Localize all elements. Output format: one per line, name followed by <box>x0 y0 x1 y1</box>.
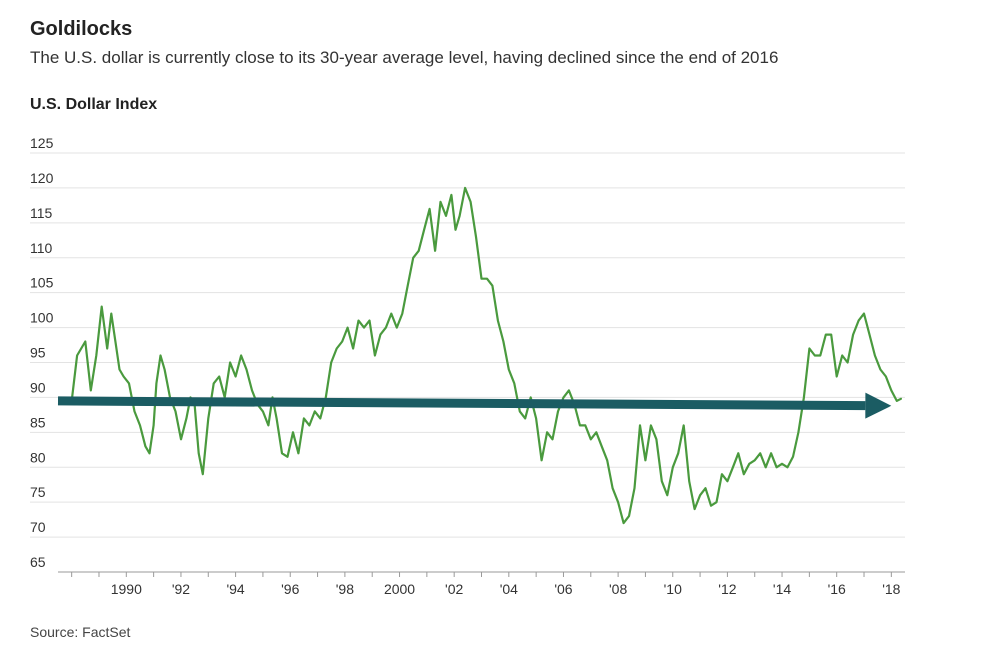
x-tick-label: '04 <box>500 581 518 597</box>
trend-arrow-head <box>865 392 892 419</box>
x-tick-label: '02 <box>445 581 463 597</box>
y-tick-label: 95 <box>30 345 46 361</box>
trend-arrow-shaft <box>57 396 866 411</box>
y-tick-label: 90 <box>30 379 46 395</box>
series-line <box>70 186 903 525</box>
x-tick-label: '96 <box>281 581 299 597</box>
x-tick-label: '92 <box>172 581 190 597</box>
chart-title: Goldilocks <box>30 18 133 40</box>
y-tick-label: 120 <box>30 170 54 186</box>
y-tick-label: 80 <box>30 449 46 465</box>
x-tick-label: '12 <box>718 581 736 597</box>
y-tick-label: 110 <box>30 240 53 256</box>
x-tick-label: 1990 <box>111 581 142 597</box>
y-tick-label: 75 <box>30 484 46 500</box>
x-tick-label: '10 <box>664 581 682 597</box>
y-tick-label: 125 <box>30 135 54 151</box>
x-tick-label: '14 <box>773 581 791 597</box>
source-note: Source: FactSet <box>30 624 131 640</box>
x-tick-label: '94 <box>226 581 244 597</box>
y-tick-label: 70 <box>30 519 46 535</box>
y-tick-label: 115 <box>30 205 53 221</box>
y-axis-ticks: 65 70 75 80 85 90 95 100 105 110 115 120 125 <box>30 135 54 570</box>
y-tick-label: 100 <box>30 310 54 326</box>
series-layer <box>70 186 903 525</box>
y-tick-label: 85 <box>30 414 46 430</box>
x-tick-label: '18 <box>882 581 900 597</box>
x-tick-label: '08 <box>609 581 627 597</box>
y-tick-label: 65 <box>30 554 46 570</box>
trend-arrow <box>57 392 892 419</box>
chart-subtitle: The U.S. dollar is currently close to it… <box>30 48 779 67</box>
x-axis: 1990 '92 '94 '96 '98 2000 '02 '04 '06 '08 '10 '12 '1… <box>58 571 905 597</box>
y-axis-title: U.S. Dollar Index <box>30 96 158 113</box>
x-tick-label: 2000 <box>384 581 415 597</box>
x-tick-label: '06 <box>554 581 572 597</box>
x-tick-label: '98 <box>336 581 354 597</box>
x-tick-label: '16 <box>828 581 846 597</box>
gridlines <box>30 152 905 538</box>
y-tick-label: 105 <box>30 275 54 291</box>
